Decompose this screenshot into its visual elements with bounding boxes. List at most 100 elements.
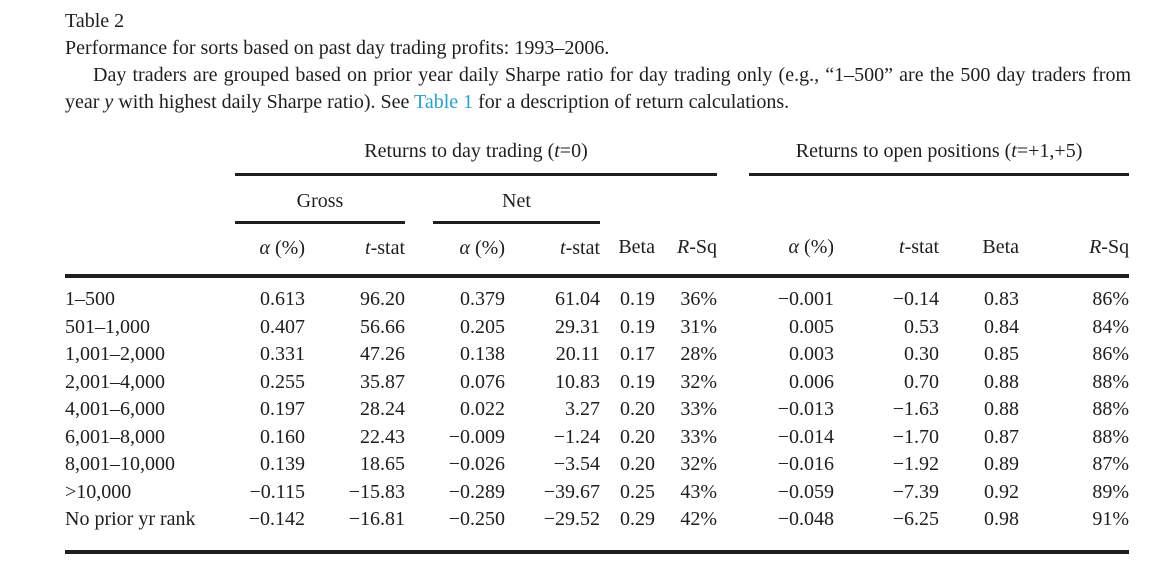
table-description: Day traders are grouped based on prior y… bbox=[65, 62, 1131, 116]
column-spacer bbox=[405, 223, 433, 277]
t-symbol: t bbox=[899, 236, 905, 259]
table-row: No prior yr rank −0.142 −16.81 −0.250 −2… bbox=[65, 506, 1129, 552]
column-spacer bbox=[717, 175, 749, 223]
header-open-alpha: α (%) bbox=[749, 223, 834, 277]
open-tstat: −7.39 bbox=[892, 480, 940, 503]
column-spacer bbox=[717, 506, 749, 552]
rsq: 32% bbox=[680, 370, 718, 393]
table-row: >10,000 −0.115 −15.83 −0.289 −39.67 0.25… bbox=[65, 479, 1129, 507]
t-symbol: t bbox=[560, 237, 566, 259]
gross-tstat: 28.24 bbox=[360, 398, 405, 420]
description-text: with highest daily Sharpe ratio). See bbox=[113, 91, 414, 113]
group-title-t: t bbox=[554, 140, 560, 162]
open-alpha: −0.001 bbox=[777, 288, 835, 310]
open-tstat: 0.53 bbox=[904, 315, 940, 338]
open-alpha: −0.013 bbox=[777, 398, 835, 420]
open-rsq: 88% bbox=[1092, 398, 1130, 420]
column-spacer bbox=[405, 424, 433, 452]
open-alpha: −0.016 bbox=[777, 453, 835, 475]
gross-alpha: 0.160 bbox=[260, 425, 305, 448]
open-tstat: −6.25 bbox=[892, 508, 940, 530]
column-spacer bbox=[717, 135, 749, 175]
group-title-text: =+1,+5) bbox=[1016, 140, 1083, 162]
net-tstat: 3.27 bbox=[565, 398, 600, 420]
group-title-text: Returns to open positions ( bbox=[795, 140, 1012, 162]
net-tstat: 10.83 bbox=[555, 370, 600, 393]
group-title-t: t bbox=[1011, 140, 1017, 162]
alpha-symbol: α bbox=[788, 236, 800, 259]
table-subtitle: Performance for sorts based on past day … bbox=[65, 37, 610, 59]
net-tstat: 29.31 bbox=[555, 315, 600, 338]
open-beta: 0.85 bbox=[984, 343, 1020, 365]
open-beta: 0.92 bbox=[984, 480, 1020, 503]
open-tstat: −0.14 bbox=[892, 288, 940, 310]
table-row: 1,001–2,000 0.331 47.26 0.138 20.11 0.17… bbox=[65, 341, 1129, 369]
gross-tstat: 35.87 bbox=[360, 370, 405, 393]
group-day-trading: Returns to day trading (t=0) bbox=[235, 135, 718, 176]
t-symbol: t bbox=[365, 237, 371, 259]
alpha-symbol: α bbox=[259, 237, 271, 259]
header-net-tstat: t-stat bbox=[505, 223, 600, 277]
beta: 0.20 bbox=[620, 453, 655, 475]
table-label: Table 2 bbox=[65, 10, 125, 32]
r-symbol: R bbox=[677, 236, 690, 259]
net-tstat: −39.67 bbox=[543, 480, 600, 503]
open-rsq: 86% bbox=[1092, 343, 1130, 365]
net-tstat: 61.04 bbox=[555, 288, 600, 310]
open-alpha: 0.006 bbox=[789, 370, 835, 393]
corner-cell bbox=[65, 223, 235, 277]
open-beta: 0.83 bbox=[984, 288, 1020, 310]
open-beta: 0.98 bbox=[984, 508, 1020, 530]
column-spacer bbox=[717, 479, 749, 507]
gross-alpha: −0.115 bbox=[249, 480, 305, 503]
net-tstat: 20.11 bbox=[555, 343, 600, 365]
net-alpha: 0.205 bbox=[460, 315, 505, 338]
column-spacer bbox=[405, 396, 433, 424]
open-alpha: −0.014 bbox=[777, 425, 835, 448]
column-spacer bbox=[717, 369, 749, 397]
beta: 0.17 bbox=[620, 343, 655, 365]
beta: 0.20 bbox=[620, 398, 655, 420]
net-tstat: −1.24 bbox=[553, 425, 600, 448]
group-header-row: Returns to day trading (t=0) Returns to … bbox=[65, 135, 1130, 176]
empty-cell bbox=[655, 175, 717, 223]
open-rsq: 84% bbox=[1092, 315, 1130, 338]
t-suffix: -stat bbox=[370, 237, 405, 259]
group-title-text: Returns to day trading ( bbox=[364, 140, 555, 162]
beta: 0.19 bbox=[620, 370, 655, 393]
group-open-positions: Returns to open positions (t=+1,+5) bbox=[749, 135, 1130, 176]
column-spacer bbox=[405, 276, 433, 314]
row-label: 1–500 bbox=[65, 288, 115, 310]
rsq: 31% bbox=[680, 315, 718, 338]
net-alpha: −0.026 bbox=[448, 453, 505, 475]
t-suffix: -stat bbox=[565, 237, 600, 259]
table-1-link[interactable]: Table 1 bbox=[414, 91, 474, 113]
net-alpha: 0.076 bbox=[460, 370, 505, 393]
net-alpha: 0.022 bbox=[460, 398, 505, 420]
open-rsq: 88% bbox=[1092, 425, 1130, 448]
column-spacer bbox=[717, 341, 749, 369]
header-open-rsq: R-Sq bbox=[1019, 223, 1129, 277]
column-spacer bbox=[717, 451, 749, 479]
open-rsq: 86% bbox=[1092, 288, 1130, 310]
group-title-text: =0) bbox=[559, 140, 588, 162]
column-spacer bbox=[405, 175, 433, 223]
net-tstat: −29.52 bbox=[543, 508, 600, 530]
results-table: Returns to day trading (t=0) Returns to … bbox=[65, 135, 1130, 554]
column-spacer bbox=[405, 341, 433, 369]
gross-alpha: −0.142 bbox=[248, 508, 305, 530]
t-suffix: -stat bbox=[904, 236, 940, 259]
header-rsq: R-Sq bbox=[655, 223, 717, 277]
column-spacer bbox=[717, 424, 749, 452]
gross-alpha: 0.407 bbox=[260, 315, 305, 338]
row-label: 2,001–4,000 bbox=[65, 370, 165, 393]
subgroup-net: Net bbox=[433, 174, 600, 224]
alpha-unit: (%) bbox=[270, 237, 305, 259]
open-alpha: 0.003 bbox=[789, 343, 835, 365]
open-rsq: 87% bbox=[1092, 453, 1130, 475]
open-rsq: 88% bbox=[1092, 370, 1130, 393]
open-beta: 0.84 bbox=[984, 315, 1020, 338]
open-beta: 0.88 bbox=[984, 370, 1020, 393]
row-label: 6,001–8,000 bbox=[65, 425, 165, 448]
open-tstat: −1.92 bbox=[892, 453, 940, 475]
